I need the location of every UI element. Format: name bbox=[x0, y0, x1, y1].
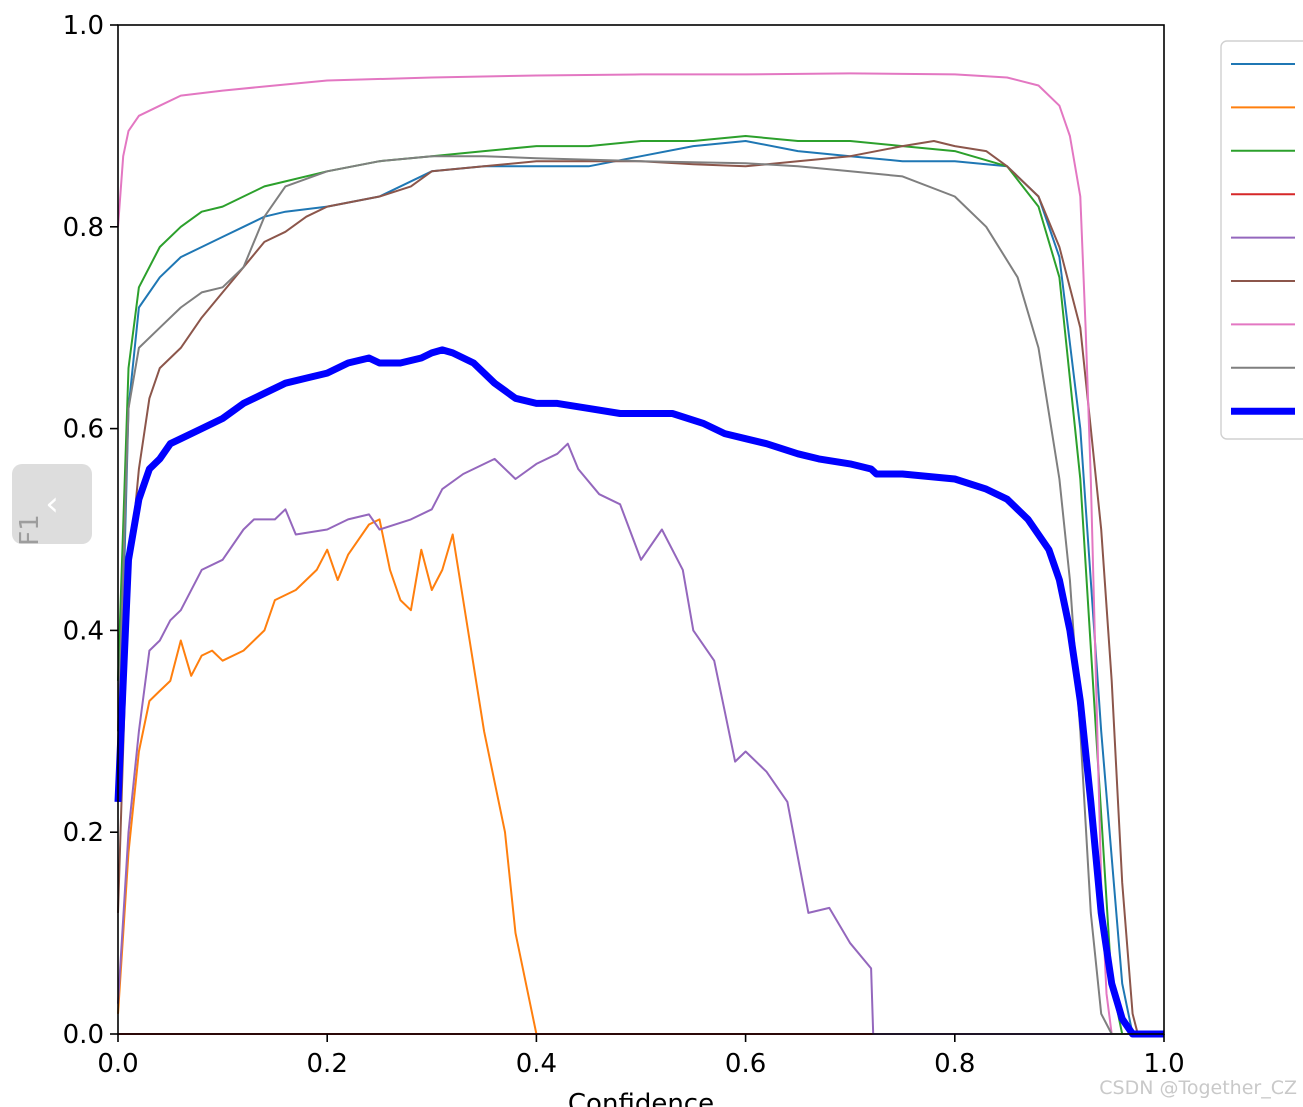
legend-entries bbox=[1231, 63, 1295, 415]
series-line-8 bbox=[117, 155, 1164, 1035]
series-line-7 bbox=[117, 72, 1164, 1035]
chevron-left-icon: ‹ bbox=[45, 484, 59, 524]
plot-frame bbox=[117, 24, 1165, 1035]
series-line-1 bbox=[117, 140, 1164, 1035]
series-layer bbox=[114, 72, 1164, 1038]
x-tick-label: 1.0 bbox=[1143, 1049, 1184, 1079]
x-tick-label: 0.6 bbox=[725, 1049, 766, 1079]
series-line-2 bbox=[117, 518, 1164, 1035]
y-tick-label: 1.0 bbox=[63, 11, 104, 41]
y-tick-label: 0.2 bbox=[63, 818, 104, 848]
x-tick-label: 0.8 bbox=[934, 1049, 975, 1079]
x-tick-label: 0.4 bbox=[516, 1049, 557, 1079]
series-line-6 bbox=[117, 140, 1164, 1035]
ticks-layer: 0.0 0.2 0.4 0.6 0.8 1.0 0.0 0.2 0.4 0.6 0.8 1.0 bbox=[63, 11, 1185, 1079]
back-button[interactable]: ‹ bbox=[12, 464, 92, 544]
y-tick-label: 0.0 bbox=[63, 1020, 104, 1050]
x-tick-label: 0.2 bbox=[307, 1049, 348, 1079]
x-tick-label: 0.0 bbox=[97, 1049, 138, 1079]
series-line-5 bbox=[117, 442, 1164, 1035]
series-line-3 bbox=[117, 135, 1164, 1035]
series-line-9 bbox=[114, 346, 1164, 1038]
x-axis-label: Confidence bbox=[568, 1089, 714, 1107]
y-tick-label: 0.4 bbox=[63, 616, 104, 646]
legend bbox=[1220, 40, 1303, 440]
legend-frame bbox=[1220, 40, 1303, 440]
y-tick-label: 0.6 bbox=[63, 415, 104, 445]
y-tick-label: 0.8 bbox=[63, 213, 104, 243]
watermark: CSDN @Together_CZ bbox=[1099, 1077, 1297, 1099]
